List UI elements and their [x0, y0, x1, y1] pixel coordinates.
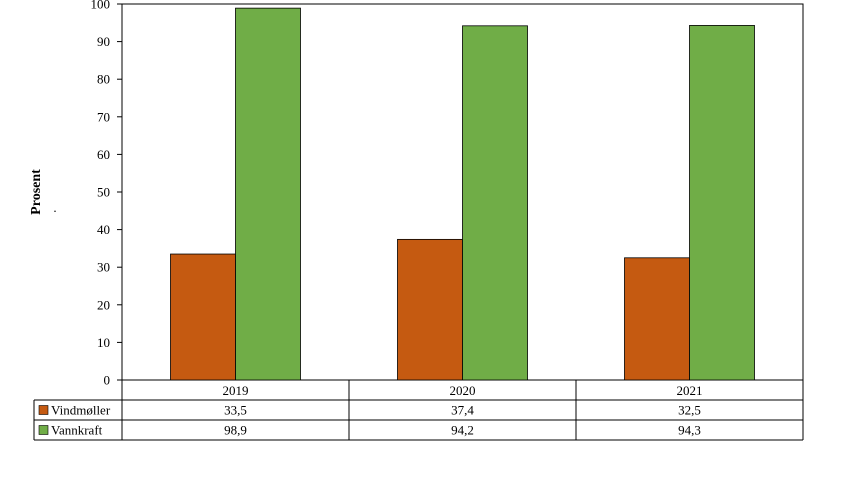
bar-vannkraft-2021 [689, 25, 755, 381]
y-tick-label: 0 [104, 373, 111, 388]
x-tick-label: 2021 [677, 383, 703, 398]
y-axis-title: Prosent [29, 169, 44, 215]
legend-key-vannkraft [38, 425, 49, 435]
bar-vindmøller-2020 [397, 238, 463, 381]
data-table: 2019 2020 2021 Vindmøller 33,5 37,4 32,5 Vannkr… [33, 380, 804, 441]
y-tick-label: 10 [97, 335, 110, 350]
legend-label-vindmøller: Vindmøller [51, 403, 111, 418]
bar-vindmøller-2021 [624, 257, 690, 381]
bar-vannkraft-2020 [462, 25, 528, 381]
data-label: 98,9 [224, 423, 247, 438]
y-axis-note: . [53, 200, 56, 215]
bar-vannkraft-2019 [235, 7, 301, 381]
y-axis: 0 10 20 30 40 50 60 70 80 90 100 [91, 0, 122, 388]
bar-vindmøller-2019 [170, 253, 236, 381]
y-tick-label: 80 [97, 72, 110, 87]
data-label: 32,5 [678, 403, 701, 418]
y-tick-label: 20 [97, 297, 110, 312]
legend-label-vannkraft: Vannkraft [51, 423, 103, 438]
data-label: 94,2 [451, 423, 474, 438]
x-tick-label: 2019 [223, 383, 249, 398]
y-tick-label: 90 [97, 34, 110, 49]
y-tick-label: 30 [97, 260, 110, 275]
y-tick-label: 100 [91, 0, 111, 12]
x-tick-label: 2020 [450, 383, 476, 398]
legend-key-vindmøller [38, 405, 49, 415]
data-label: 37,4 [451, 403, 474, 418]
y-tick-label: 40 [97, 222, 110, 237]
y-tick-label: 70 [97, 109, 110, 124]
plot-area [121, 3, 804, 381]
y-tick-label: 60 [97, 147, 110, 162]
y-tick-label: 50 [97, 185, 110, 200]
data-label: 94,3 [678, 423, 701, 438]
data-label: 33,5 [224, 403, 247, 418]
